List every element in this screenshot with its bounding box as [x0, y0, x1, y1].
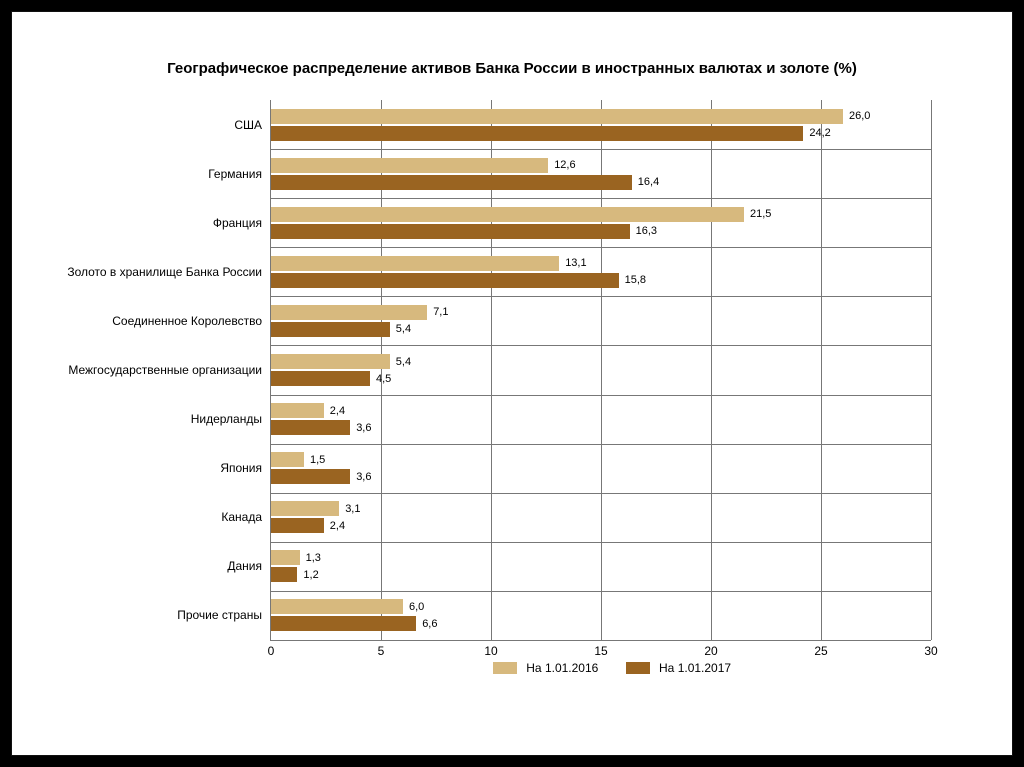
x-tick-label: 20 [704, 644, 717, 658]
category-label: Япония [22, 461, 262, 475]
x-gridline [821, 100, 822, 640]
legend: На 1.01.2016 На 1.01.2017 [270, 660, 930, 675]
category-label: Германия [22, 167, 262, 181]
bar-value-label: 21,5 [744, 208, 771, 220]
bar-value-label: 1,3 [300, 552, 321, 564]
bar: 21,5 [271, 207, 744, 222]
category-axis-labels: США Германия Франция Золото в хранилище Бан… [12, 100, 270, 640]
bar-value-label: 1,2 [297, 569, 318, 581]
bar: 3,6 [271, 420, 350, 435]
bar: 2,4 [271, 403, 324, 418]
bar: 4,5 [271, 371, 370, 386]
legend-swatch-2016 [493, 662, 517, 674]
category-label: Золото в хранилище Банка России [22, 265, 262, 279]
bar-value-label: 5,4 [390, 323, 411, 335]
y-gridline [271, 395, 931, 396]
y-gridline [271, 198, 931, 199]
bar-value-label: 1,5 [304, 454, 325, 466]
bar: 1,2 [271, 567, 297, 582]
bar-value-label: 6,6 [416, 618, 437, 630]
category-label: Канада [22, 510, 262, 524]
bar-value-label: 15,8 [619, 274, 646, 286]
y-gridline [271, 247, 931, 248]
bar: 7,1 [271, 305, 427, 320]
bar-value-label: 6,0 [403, 601, 424, 613]
bar-value-label: 26,0 [843, 110, 870, 122]
category-label: Межгосударственные организации [22, 363, 262, 377]
bar-value-label: 2,4 [324, 520, 345, 532]
x-tick-label: 10 [484, 644, 497, 658]
bar-value-label: 3,6 [350, 471, 371, 483]
x-tick-label: 15 [594, 644, 607, 658]
x-gridline [931, 100, 932, 640]
bar: 12,6 [271, 158, 548, 173]
chart-title: Географическое распределение активов Бан… [12, 60, 1012, 77]
bar: 1,3 [271, 550, 300, 565]
bar-value-label: 4,5 [370, 373, 391, 385]
category-label: Соединенное Королевство [22, 314, 262, 328]
bar: 24,2 [271, 126, 803, 141]
x-gridline [711, 100, 712, 640]
bar: 13,1 [271, 256, 559, 271]
bar: 16,3 [271, 224, 630, 239]
y-gridline [271, 149, 931, 150]
x-tick-label: 0 [268, 644, 275, 658]
bar: 5,4 [271, 354, 390, 369]
bar-value-label: 2,4 [324, 405, 345, 417]
category-label: США [22, 118, 262, 132]
y-gridline [271, 591, 931, 592]
bar: 6,0 [271, 599, 403, 614]
y-gridline [271, 345, 931, 346]
bar: 16,4 [271, 175, 632, 190]
bar: 5,4 [271, 322, 390, 337]
slide-frame: Географическое распределение активов Бан… [12, 12, 1012, 755]
y-gridline [271, 542, 931, 543]
y-gridline [271, 493, 931, 494]
bar-value-label: 7,1 [427, 306, 448, 318]
bar-value-label: 13,1 [559, 257, 586, 269]
bar: 2,4 [271, 518, 324, 533]
legend-swatch-2017 [626, 662, 650, 674]
x-tick-label: 25 [814, 644, 827, 658]
bar-value-label: 3,1 [339, 503, 360, 515]
plot-area: 05101520253026,024,212,616,421,516,313,1… [270, 100, 931, 641]
y-gridline [271, 296, 931, 297]
bar: 3,6 [271, 469, 350, 484]
x-tick-label: 30 [924, 644, 937, 658]
bar: 1,5 [271, 452, 304, 467]
bar: 26,0 [271, 109, 843, 124]
category-label: Нидерланды [22, 412, 262, 426]
bar-value-label: 16,4 [632, 176, 659, 188]
bar-value-label: 12,6 [548, 159, 575, 171]
bar: 6,6 [271, 616, 416, 631]
x-tick-label: 5 [378, 644, 385, 658]
legend-label-2017: На 1.01.2017 [659, 661, 731, 675]
bar: 15,8 [271, 273, 619, 288]
bar-value-label: 16,3 [630, 225, 657, 237]
category-label: Франция [22, 216, 262, 230]
bar: 3,1 [271, 501, 339, 516]
bar-value-label: 3,6 [350, 422, 371, 434]
bar-value-label: 24,2 [803, 127, 830, 139]
y-gridline [271, 444, 931, 445]
category-label: Дания [22, 559, 262, 573]
bar-value-label: 5,4 [390, 356, 411, 368]
category-label: Прочие страны [22, 608, 262, 622]
legend-label-2016: На 1.01.2016 [526, 661, 598, 675]
